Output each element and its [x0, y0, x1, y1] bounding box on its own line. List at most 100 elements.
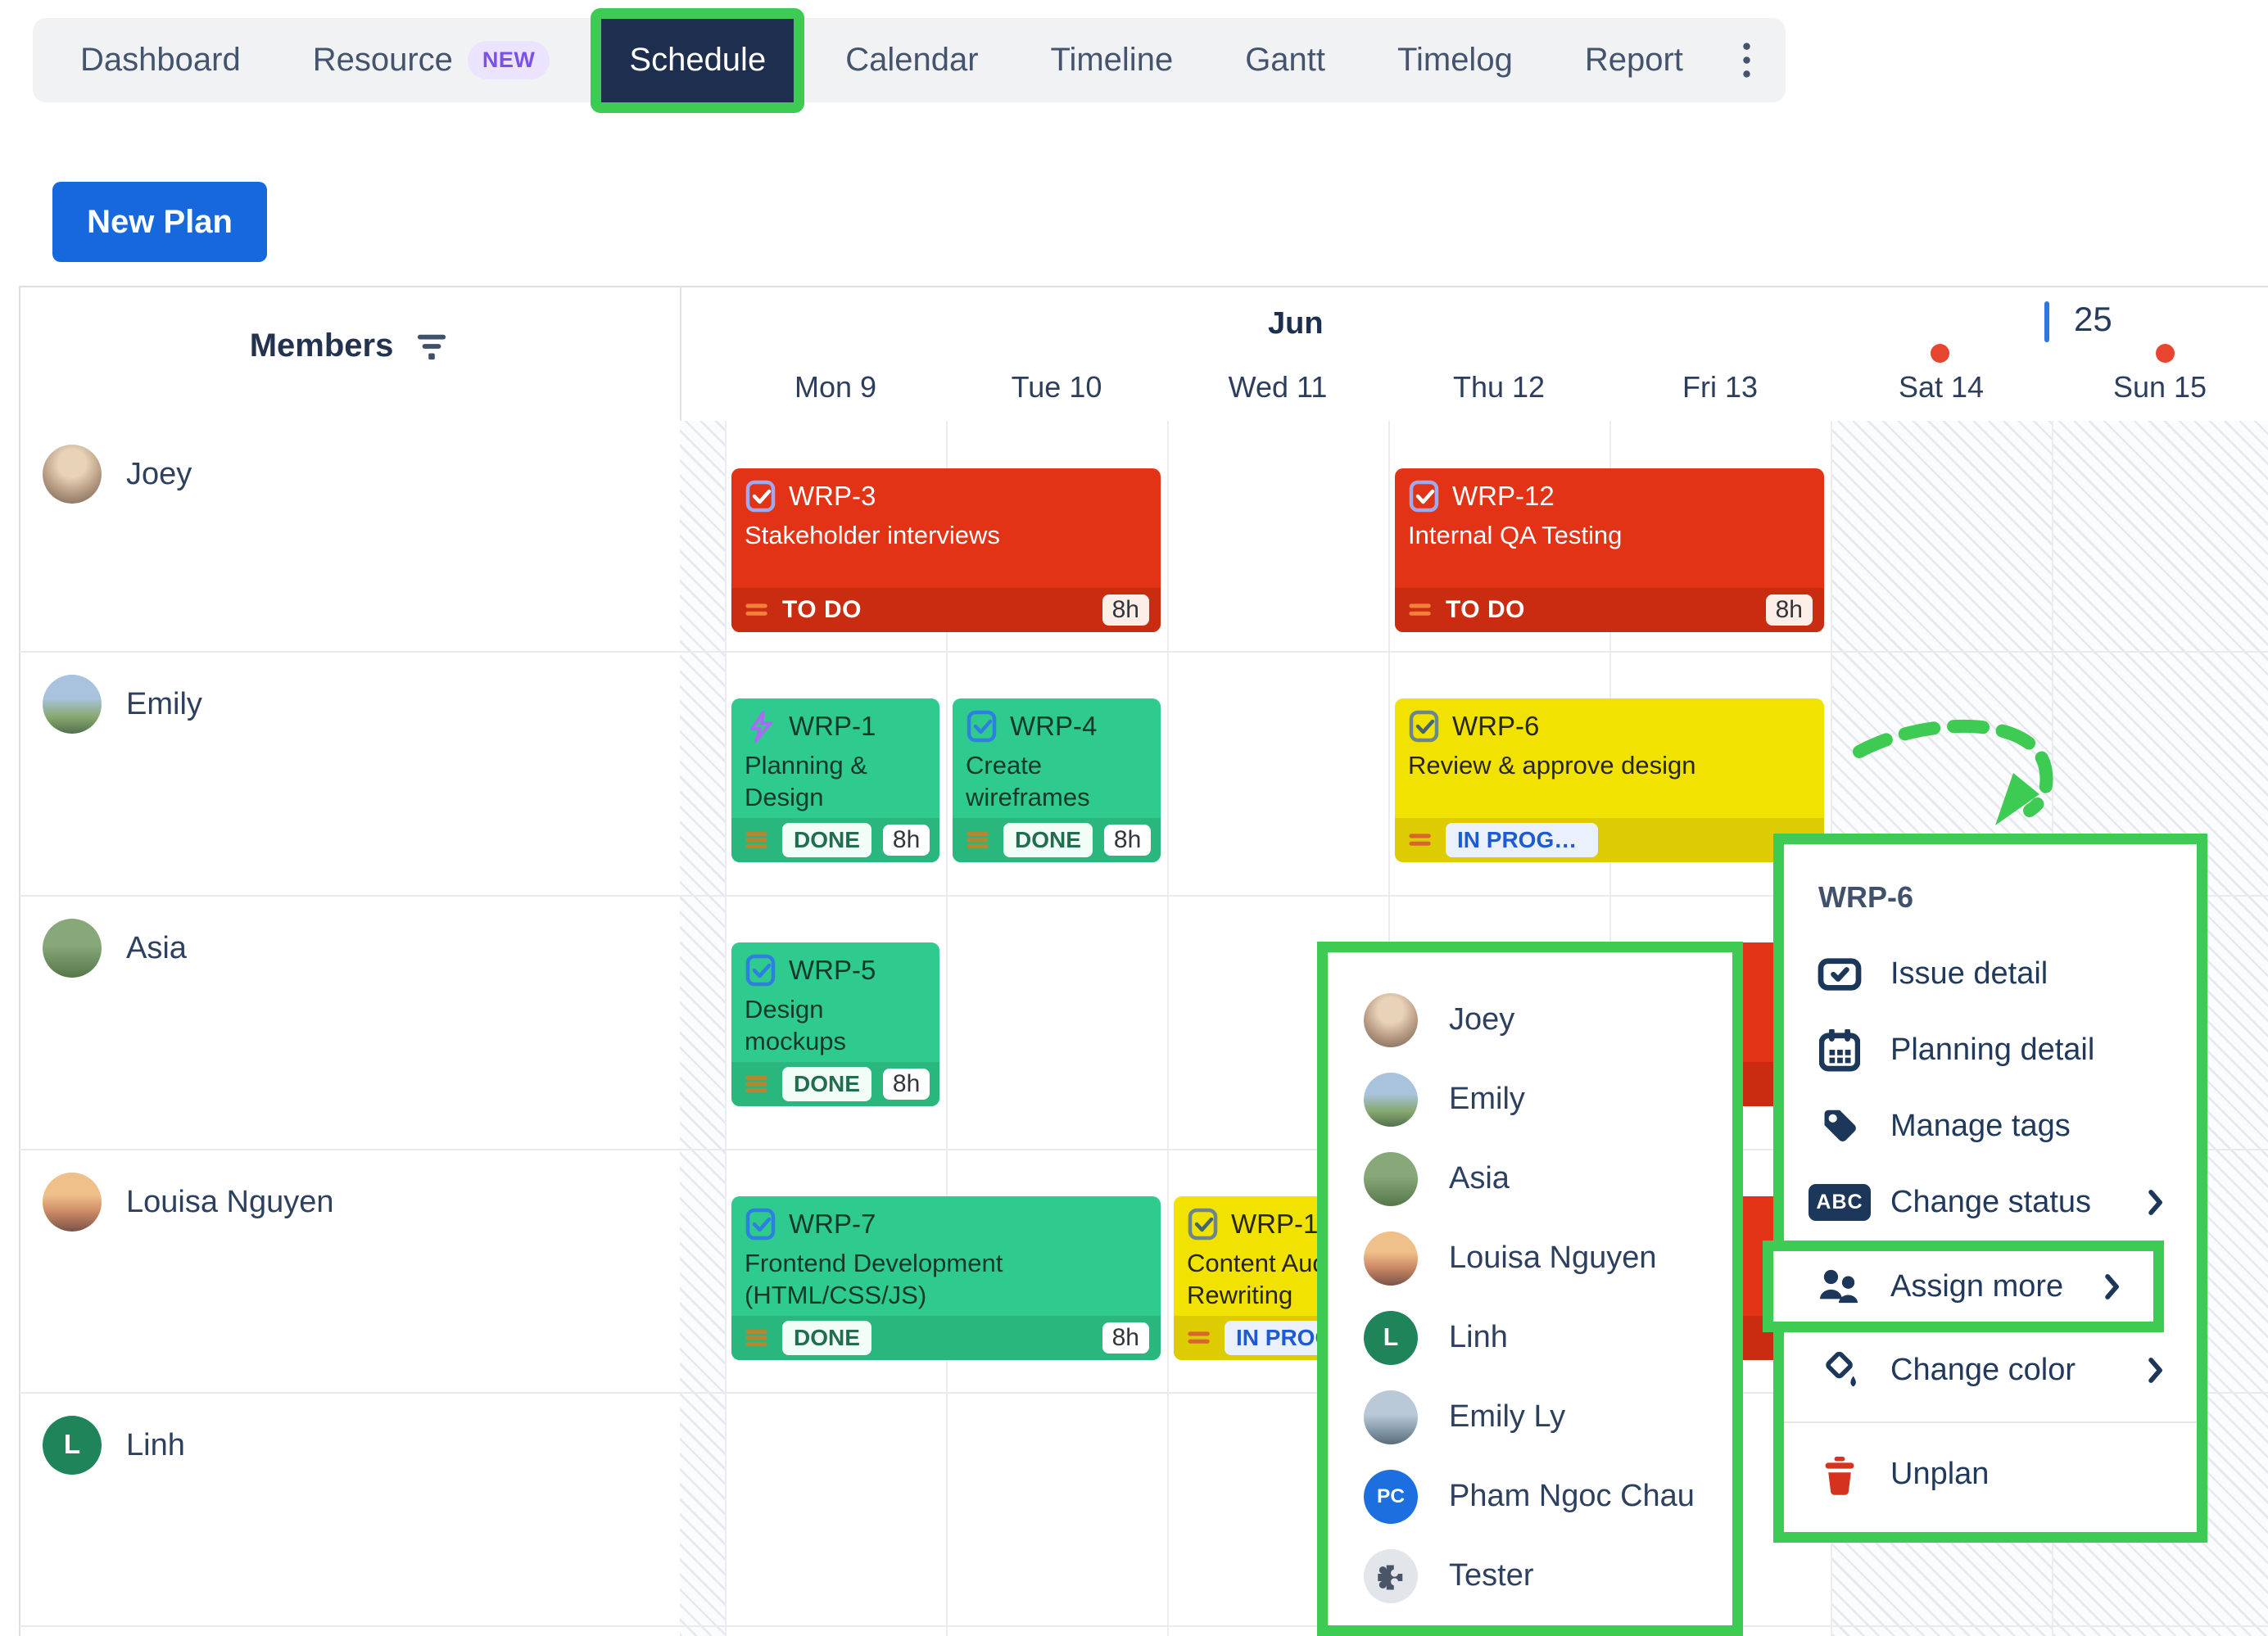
avatar: L: [1364, 1310, 1418, 1365]
assignee-option-linh[interactable]: L Linh: [1328, 1298, 1732, 1377]
chevron-right-icon: [2148, 1355, 2164, 1385]
assignee-option-emily[interactable]: Emily: [1328, 1060, 1732, 1139]
avatar: [1364, 992, 1418, 1047]
menu-item-assign-more[interactable]: Assign more: [1763, 1241, 2164, 1332]
tab-report[interactable]: Report: [1549, 42, 1719, 79]
tab-calendar[interactable]: Calendar: [809, 42, 1014, 79]
menu-item-label: Issue detail: [1890, 956, 2048, 991]
task-id: WRP-3: [789, 481, 876, 511]
assignee-option-asia[interactable]: Asia: [1328, 1139, 1732, 1218]
tab-resource[interactable]: Resource NEW: [277, 41, 586, 79]
overload-dot: [1931, 344, 1949, 363]
task-context-menu: WRP-6 Issue detail Planning detail Manage …: [1763, 834, 2207, 1543]
task-footer: IN PROGRESS: [1395, 818, 1824, 862]
chevron-right-icon: [2104, 1272, 2121, 1302]
assignee-name: Emily Ly: [1449, 1399, 1566, 1434]
month-label: Jun: [1268, 306, 1324, 341]
tab-dashboard[interactable]: Dashboard: [44, 42, 277, 79]
task-card-wrp-5[interactable]: WRP-5 Design mockups DONE 8h: [731, 942, 939, 1106]
menu-item-planning-detail[interactable]: Planning detail: [1784, 1012, 2197, 1088]
task-id: WRP-1: [789, 711, 876, 741]
priority-icon: [1406, 826, 1434, 854]
assignee-option-louisa-nguyen[interactable]: Louisa Nguyen: [1328, 1218, 1732, 1298]
row-divider: [19, 1392, 2268, 1394]
grid-border-top: [19, 286, 2268, 287]
week-number: 25: [2074, 300, 2112, 338]
hours-badge: 8h: [1102, 1322, 1149, 1354]
task-footer: DONE 8h: [731, 1062, 939, 1106]
grid-border-left: [19, 286, 20, 1636]
hours-badge: 8h: [882, 1069, 930, 1100]
assignee-option-pham-ngoc-chau[interactable]: PC Pham Ngoc Chau: [1328, 1457, 1732, 1536]
week-marker-bar: [2044, 301, 2049, 342]
puzzle-avatar-icon: [1364, 1548, 1418, 1603]
task-card-wrp-6[interactable]: WRP-6 Review & approve design IN PROGRESS: [1395, 698, 1824, 862]
assignee-name: Emily: [1449, 1082, 1525, 1116]
hours-badge: 8h: [1103, 825, 1152, 856]
tab-label: Gantt: [1245, 42, 1326, 78]
new-badge: NEW: [467, 41, 550, 79]
assignee-option-emily-ly[interactable]: Emily Ly: [1328, 1377, 1732, 1457]
tab-gantt[interactable]: Gantt: [1209, 42, 1361, 79]
task-title: Design mockups: [745, 995, 847, 1056]
menu-item-unplan[interactable]: Unplan: [1784, 1436, 2197, 1512]
avatar: [1364, 1231, 1418, 1286]
day-header-label: Wed 11: [1228, 370, 1328, 404]
row-divider: [19, 1149, 2268, 1150]
task-header: WRP-3: [731, 468, 1161, 517]
row-divider: [19, 651, 2268, 653]
member-row-asia: Asia: [43, 918, 187, 978]
hours-badge: 8h: [1102, 594, 1149, 626]
task-header: WRP-1: [731, 698, 939, 748]
task-card-wrp-12[interactable]: WRP-12 Internal QA Testing TO DO 8h: [1395, 468, 1824, 632]
menu-item-issue-detail[interactable]: Issue detail: [1784, 936, 2197, 1012]
task-footer: DONE 8h: [731, 818, 939, 862]
tab-schedule[interactable]: Schedule: [591, 7, 805, 113]
tab-label: Timelog: [1397, 42, 1513, 78]
menu-item-label: Assign more: [1890, 1268, 2064, 1304]
task-card-wrp-1[interactable]: WRP-1 Planning & Design DONE 8h: [731, 698, 939, 862]
status-badge: TO DO: [1446, 596, 1525, 623]
menu-item-change-color[interactable]: Change color: [1784, 1332, 2197, 1408]
tab-timelog[interactable]: Timelog: [1361, 42, 1549, 79]
filter-icon[interactable]: [414, 331, 449, 362]
task-card-wrp-3[interactable]: WRP-3 Stakeholder interviews TO DO 8h: [731, 468, 1161, 632]
priority-icon: [743, 1070, 771, 1098]
hours-badge: 8h: [882, 825, 930, 856]
task-header: WRP-5: [731, 942, 939, 992]
tab-timeline[interactable]: Timeline: [1015, 42, 1210, 79]
assignee-picker-popup: Joey Emily Asia Louisa Nguyen L Linh Emily Ly P…: [1317, 942, 1743, 1636]
task-footer: TO DO 8h: [731, 588, 1161, 632]
member-name: Emily: [126, 686, 202, 721]
new-plan-button[interactable]: New Plan: [52, 182, 267, 262]
menu-item-manage-tags[interactable]: Manage tags: [1784, 1088, 2197, 1164]
tab-label: Resource: [312, 42, 453, 78]
day-header-label: Tue 10: [1011, 370, 1102, 404]
member-row-emily: Emily: [43, 674, 202, 734]
avatar: [43, 445, 102, 504]
tabs-overflow-button[interactable]: [1719, 42, 1774, 79]
task-checkbox-icon: [745, 480, 777, 513]
assignee-name: Joey: [1449, 1002, 1515, 1037]
manage-tags-icon: [1817, 1107, 1863, 1146]
task-title: Internal QA Testing: [1408, 521, 1623, 549]
status-badge: DONE: [782, 1066, 871, 1102]
assignee-option-joey[interactable]: Joey: [1328, 980, 1732, 1060]
avatar: [43, 919, 102, 978]
task-id: WRP-4: [1010, 711, 1098, 741]
bolt-icon: [745, 710, 777, 743]
day-header-label: Fri 13: [1682, 370, 1759, 404]
task-checkbox-icon: [1408, 480, 1441, 513]
task-checkbox-icon: [745, 954, 777, 987]
task-card-wrp-7[interactable]: WRP-7 Frontend Development (HTML/CSS/JS) D…: [731, 1196, 1161, 1360]
priority-icon: [964, 826, 992, 854]
row-divider: [19, 895, 2268, 897]
tab-label: Report: [1584, 42, 1683, 78]
menu-item-change-status[interactable]: ABC Change status: [1784, 1164, 2197, 1241]
tab-label: Timeline: [1050, 42, 1174, 78]
task-card-wrp-4[interactable]: WRP-4 Create wireframes DONE 8h: [953, 698, 1161, 862]
status-badge: DONE: [1003, 822, 1093, 858]
tab-label: Calendar: [845, 42, 979, 78]
day-header-label: Thu 12: [1452, 370, 1546, 404]
assignee-option-tester[interactable]: Tester: [1328, 1536, 1732, 1616]
